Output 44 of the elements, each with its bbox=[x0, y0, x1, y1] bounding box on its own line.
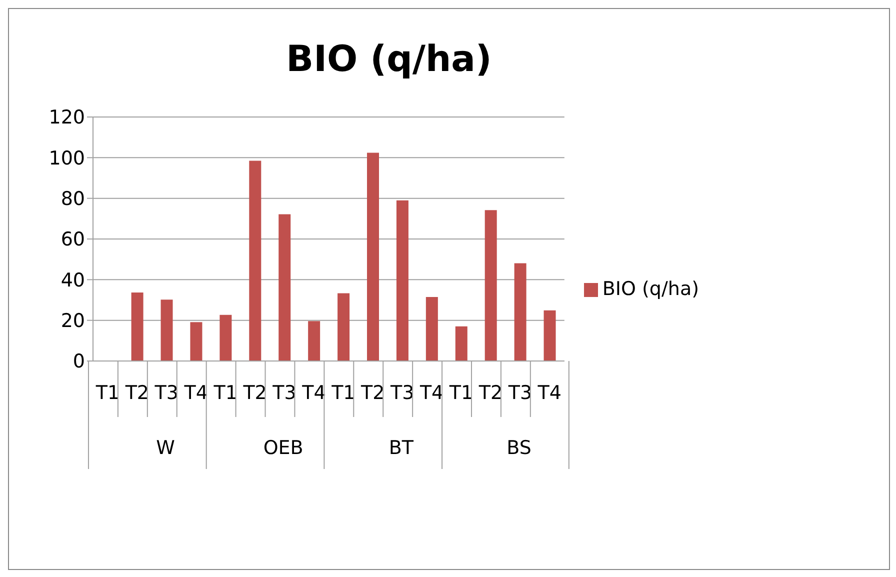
bar bbox=[308, 321, 320, 361]
text: BT bbox=[388, 437, 414, 459]
x-tick-label: T2 bbox=[360, 382, 385, 404]
x-tick-label: T3 bbox=[154, 382, 179, 404]
y-tick-label: 120 bbox=[48, 106, 85, 129]
bar bbox=[338, 293, 350, 361]
bar bbox=[455, 326, 468, 361]
y-tick-label: 20 bbox=[60, 310, 85, 332]
x-tick-label: T2 bbox=[124, 382, 150, 404]
x-tick-label: T1 bbox=[212, 382, 238, 404]
x-tick-label: T4 bbox=[301, 382, 326, 404]
y-tick-label: 80 bbox=[60, 188, 85, 210]
x-tick-label: T3 bbox=[390, 382, 414, 404]
bar bbox=[220, 314, 232, 361]
text: W bbox=[156, 437, 176, 459]
x-tick-label: T1 bbox=[94, 382, 120, 404]
x-tick-label: T2 bbox=[478, 382, 503, 404]
y-tick-label: 40 bbox=[60, 269, 85, 292]
x-tick-label: T4 bbox=[183, 382, 208, 404]
y-tick-label: 60 bbox=[60, 228, 85, 251]
bar bbox=[190, 322, 202, 361]
bar bbox=[426, 296, 438, 361]
x-tick-label: T1 bbox=[448, 382, 474, 404]
bar bbox=[278, 214, 291, 361]
bar bbox=[366, 152, 379, 361]
y-tick-label: 0 bbox=[72, 350, 85, 373]
x-tick-label: T2 bbox=[242, 382, 267, 404]
bar bbox=[160, 300, 173, 361]
bar bbox=[514, 263, 526, 361]
bar bbox=[249, 160, 262, 361]
chart-title: BIO (q/ha) bbox=[285, 39, 493, 80]
text: OEB bbox=[263, 437, 304, 459]
x-tick-label: T4 bbox=[418, 382, 444, 404]
x-tick-label: T3 bbox=[272, 382, 296, 404]
text: BS bbox=[506, 437, 532, 459]
bar bbox=[396, 200, 408, 361]
x-tick-label: T1 bbox=[330, 382, 356, 404]
bar bbox=[131, 292, 144, 361]
legend-label: BIO (q/ha) bbox=[602, 278, 699, 300]
x-tick-label: T3 bbox=[507, 382, 532, 404]
x-tick-label: T4 bbox=[536, 382, 562, 404]
bar bbox=[484, 210, 497, 361]
y-tick-label: 100 bbox=[48, 147, 85, 170]
bar bbox=[544, 310, 556, 361]
